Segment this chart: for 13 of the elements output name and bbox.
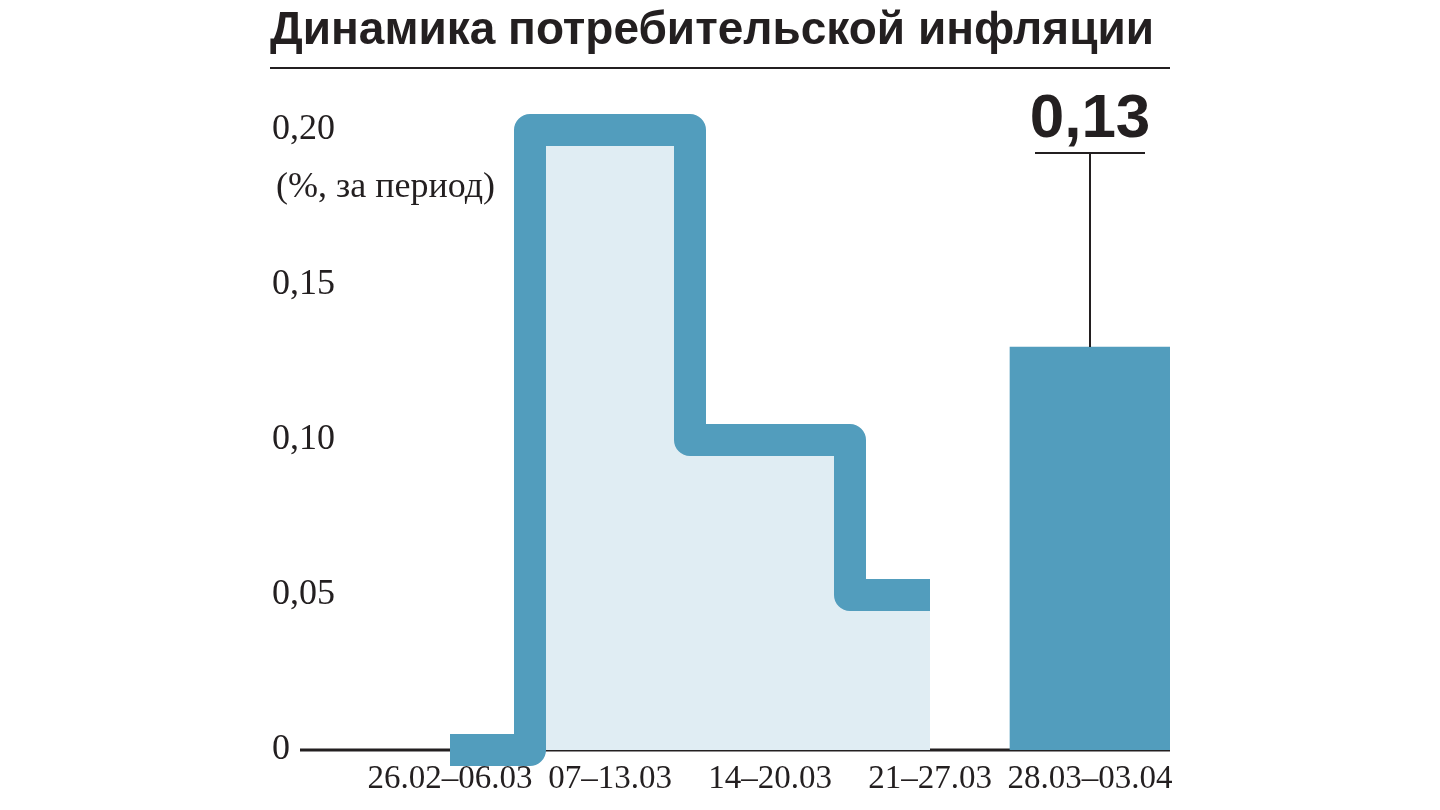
x-tick-label: 14–20.03 bbox=[708, 759, 832, 796]
y-tick-label: 0,20 bbox=[272, 107, 335, 148]
y-tick-label: 0,15 bbox=[272, 262, 335, 303]
y-axis-title: (%, за период) bbox=[276, 164, 495, 207]
y-tick-label: 0,05 bbox=[272, 572, 335, 613]
x-tick-label: 26.02–06.03 bbox=[367, 759, 533, 796]
y-tick-label: 0,10 bbox=[272, 417, 335, 458]
x-tick-label: 07–13.03 bbox=[548, 759, 672, 796]
chart-title: Динамика потребительской инфляции bbox=[270, 1, 1154, 56]
y-tick-label: 0 bbox=[272, 727, 290, 768]
data-label: 0,13 bbox=[1029, 81, 1151, 150]
x-tick-label: 21–27.03 bbox=[868, 759, 992, 796]
x-tick-label: 28.03–03.04 bbox=[1007, 759, 1173, 796]
